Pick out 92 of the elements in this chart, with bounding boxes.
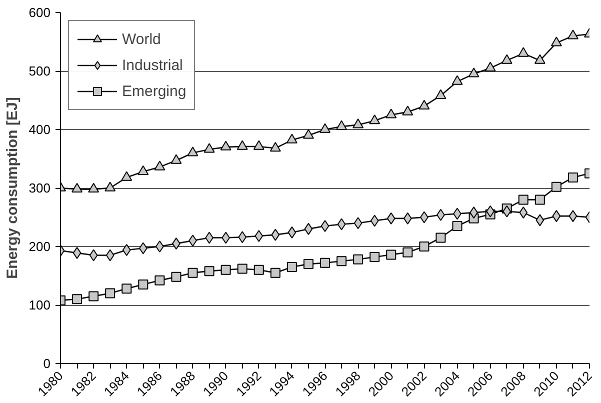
point [72,294,82,304]
point [369,114,380,124]
y-tick-label: 300 [28,180,51,196]
point [370,252,380,262]
point [484,62,496,72]
point [502,205,512,218]
point [288,226,296,238]
y-tick-label: 600 [28,5,51,20]
point [320,258,330,268]
point [138,165,149,176]
point [452,221,462,232]
point [567,30,578,40]
point [286,134,298,144]
point [204,143,215,153]
point [122,244,131,256]
point [238,231,247,244]
point [452,75,463,85]
point [253,140,264,150]
point [270,268,280,278]
point [138,242,148,254]
point [436,232,446,243]
legend-label: Emerging [122,82,186,100]
point [270,142,281,152]
point [254,230,264,242]
y-axis-title: Energy consumption [EJ] [4,97,21,279]
point [236,140,248,150]
point [501,54,512,64]
point [154,275,165,286]
point [337,218,346,230]
point [220,140,232,150]
point [568,210,578,222]
point [304,222,313,235]
y-tick-label: 400 [28,122,51,137]
point [402,106,414,116]
point [550,36,562,46]
legend-label: World [122,30,161,48]
point [536,214,544,226]
point [104,182,116,192]
point [568,172,578,182]
point [88,291,99,302]
point [303,259,314,270]
point [72,182,83,193]
point [336,120,348,130]
point [386,212,396,224]
y-tick-label: 500 [28,64,51,78]
point [188,268,198,278]
legend-label: Industrial [122,56,183,74]
y-tick-label: 100 [28,298,51,312]
point [534,194,545,205]
point [302,129,314,139]
point [237,264,248,274]
y-tick-label: 0 [43,356,51,371]
point [156,240,164,252]
y-tick-label: 200 [28,239,51,254]
point [89,249,98,262]
point [171,272,182,282]
point [154,160,166,170]
point [121,171,132,181]
point [418,100,430,110]
point [220,264,231,275]
point [534,54,546,64]
point [72,246,82,259]
point [271,228,280,241]
point [204,266,214,276]
point [88,182,100,193]
point [519,206,528,219]
point [336,256,347,266]
point [286,262,297,272]
point [370,214,379,227]
point [138,280,148,290]
point [386,108,397,118]
point [402,247,413,258]
point [352,118,364,128]
point [403,212,412,224]
point [551,182,562,192]
point [518,47,529,57]
point [468,68,480,78]
point [354,217,362,230]
point [320,220,330,232]
point [320,123,330,133]
point [122,284,132,294]
point [106,249,114,262]
point [353,254,364,264]
point [518,194,528,205]
point [170,154,182,164]
point [254,264,264,275]
point [386,250,396,260]
point [435,89,446,99]
point [187,146,198,156]
point [105,288,116,298]
point [552,210,561,222]
point [419,242,430,252]
